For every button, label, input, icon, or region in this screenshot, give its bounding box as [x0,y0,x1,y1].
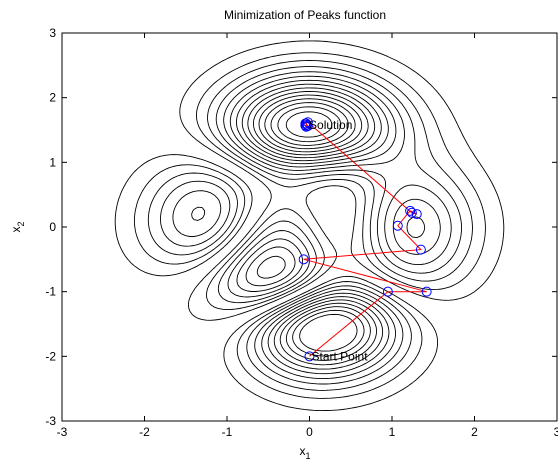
y-axis-label-subscript: 2 [16,221,26,226]
chart-title: Minimization of Peaks function [224,8,386,22]
path-point [406,207,417,218]
contour-level [285,306,371,361]
path-point [392,220,403,231]
contour-level [299,313,358,352]
optimization-path [298,117,432,362]
y-tick-label: -2 [45,349,56,363]
contour-level [179,40,505,321]
contour-level [247,87,376,159]
y-tick-label: 1 [49,155,56,169]
y-axis-label-base: x [9,227,23,233]
x-axis-label-base: x [299,444,305,458]
annotations: Start Point Solution [309,118,368,364]
x-axis-label-subscript: 1 [305,451,310,461]
x-tick-label: 2 [471,425,478,439]
contour-level [196,52,486,311]
contour-level [223,71,452,292]
contour-level [273,299,384,370]
contour-level [172,190,397,380]
contour-level [258,94,363,153]
contour-level [252,91,369,156]
contour-level [236,79,426,279]
path-point [411,209,422,220]
contour-level [229,75,441,287]
y-tick-label: -1 [45,285,56,299]
path-point [298,254,309,265]
start-point-annotation: Start Point [312,349,369,363]
contour-level [160,180,404,385]
contour-level [191,206,390,375]
axis-ticks [61,32,558,422]
path-point [301,118,312,129]
x-tick-label: -2 [139,425,150,439]
contour-level [207,60,473,304]
path-point [382,286,393,297]
y-axis-label: x2 [9,221,26,232]
contour-level [215,66,462,298]
x-tick-label: 1 [389,425,396,439]
solution-annotation: Solution [309,118,352,132]
x-tick-label: 0 [306,425,313,439]
y-tick-label: 3 [49,26,56,40]
contour-level [292,309,365,357]
path-point [415,244,426,255]
contour-level [277,106,342,143]
x-tick-label: 3 [554,425,558,439]
contour-level [147,172,412,391]
y-tick-label: 0 [49,220,56,234]
path-point [405,205,416,216]
x-tick-label: -1 [222,425,233,439]
contour-level [270,102,349,146]
path-point [302,121,313,132]
contour-level [114,154,439,412]
x-axis-label: x1 [299,444,310,461]
path-point [421,286,432,297]
x-tick-label: -3 [57,425,68,439]
contour-level [279,302,378,366]
contour-lines [114,40,505,412]
tick-labels: -3 -2 -1 0 1 2 3 -3 -2 -1 0 1 2 3 [45,26,558,439]
contour-level [241,83,382,162]
y-tick-label: 2 [49,91,56,105]
contour-level [133,164,423,399]
contour-level [264,98,356,150]
y-tick-label: -3 [45,414,56,428]
path-point [304,351,315,362]
contour-level [285,111,333,138]
